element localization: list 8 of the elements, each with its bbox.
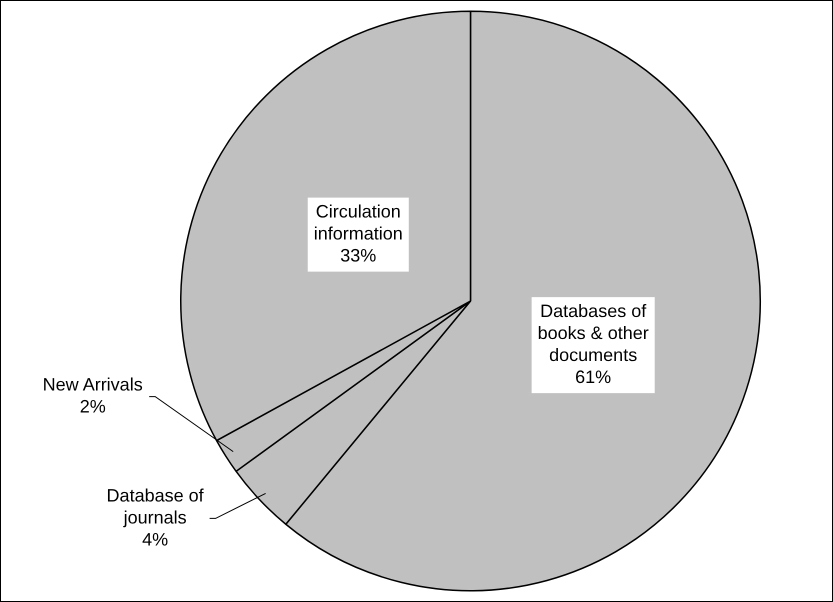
data-label: 33% xyxy=(340,246,376,266)
data-label: 61% xyxy=(575,367,612,388)
slice-label: New Arrivals xyxy=(42,374,143,395)
data-label: 2% xyxy=(80,396,106,417)
slice-label: Circulation information xyxy=(314,202,403,244)
data-label: 4% xyxy=(142,529,168,550)
slice-label: Database of journals xyxy=(106,485,205,528)
slice-label: Databases of books & other documents xyxy=(538,301,649,366)
